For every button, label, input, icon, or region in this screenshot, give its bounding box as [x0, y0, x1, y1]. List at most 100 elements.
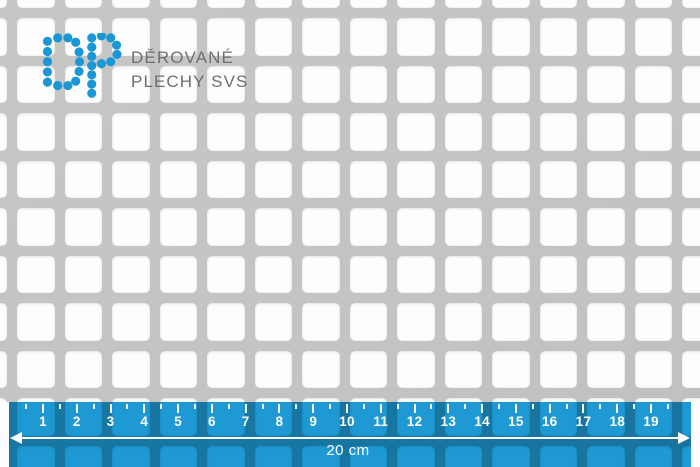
- sheet-hole: [0, 113, 7, 151]
- sheet-hole: [0, 65, 7, 103]
- ruler-tick-minor: [126, 404, 129, 409]
- sheet-hole: [17, 160, 55, 198]
- ruler-number: 18: [609, 414, 626, 429]
- ruler-number: 15: [508, 414, 524, 429]
- ruler-number: 19: [643, 414, 659, 429]
- sheet-hole: [539, 208, 577, 246]
- sheet-hole: [302, 65, 340, 103]
- ruler-length-label: 20 cm: [326, 442, 370, 459]
- sheet-hole: [254, 113, 292, 151]
- ruler-number: 2: [72, 414, 81, 429]
- sheet-hole: [112, 160, 150, 198]
- ruler-number: 6: [207, 414, 216, 429]
- sheet-hole: [397, 208, 435, 246]
- sheet-hole: [682, 160, 700, 198]
- sheet-hole: [397, 350, 435, 388]
- sheet-hole: [587, 65, 625, 103]
- sheet-hole: [539, 350, 577, 388]
- brand-name-line2: PLECHY SVS: [131, 72, 249, 91]
- sheet-hole: [587, 113, 625, 151]
- sheet-hole: [17, 113, 55, 151]
- sheet-hole: [634, 303, 672, 341]
- sheet-hole: [207, 208, 245, 246]
- brand-name: DĚROVANÉ PLECHY SVS: [131, 46, 248, 105]
- sheet-hole: [444, 208, 482, 246]
- ruler-scale: 20 cm 1 2 3 4 5 6 7 8 9 10 11 12 13 14 15 16 17 18 19: [9, 402, 691, 467]
- sheet-hole: [682, 65, 700, 103]
- ruler-tick-minor: [58, 404, 61, 409]
- ruler-tick-major: [278, 404, 281, 413]
- ruler-tick-minor: [194, 404, 196, 409]
- sheet-hole: [0, 255, 7, 293]
- sheet-hole: [254, 65, 292, 103]
- ruler-number: 10: [339, 414, 355, 429]
- ruler-tick-minor: [227, 404, 230, 409]
- ruler-tick-major: [42, 404, 44, 413]
- ruler-tick-major: [447, 404, 450, 413]
- sheet-hole: [17, 208, 55, 246]
- ruler-number: 11: [373, 414, 389, 429]
- sheet-hole: [634, 160, 672, 198]
- sheet-hole: [302, 113, 340, 151]
- sheet-hole: [492, 350, 530, 388]
- sheet-hole: [112, 350, 150, 388]
- ruler-arrow-line: [10, 432, 690, 444]
- sheet-hole: [64, 350, 102, 388]
- sheet-hole: [634, 0, 672, 8]
- sheet-hole: [587, 303, 625, 341]
- sheet-hole: [634, 113, 672, 151]
- sheet-hole: [349, 160, 387, 198]
- sheet-hole: [682, 18, 700, 56]
- ruler-tick-major: [312, 404, 315, 413]
- sheet-hole: [397, 65, 435, 103]
- sheet-hole: [492, 255, 530, 293]
- sheet-hole: [539, 113, 577, 151]
- sheet-hole: [254, 303, 292, 341]
- sheet-hole: [634, 18, 672, 56]
- sheet-hole: [0, 0, 7, 8]
- sheet-hole: [492, 65, 530, 103]
- sheet-hole: [302, 303, 340, 341]
- sheet-hole: [682, 0, 700, 8]
- ruler-number: 5: [174, 414, 183, 429]
- ruler-number: 7: [241, 414, 250, 429]
- sheet-hole: [112, 303, 150, 341]
- ruler-tick-minor: [396, 404, 399, 409]
- ruler-tick-minor: [430, 404, 433, 409]
- sheet-hole: [159, 303, 197, 341]
- ruler-number: 17: [575, 414, 592, 429]
- sheet-hole: [587, 208, 625, 246]
- sheet-hole: [492, 18, 530, 56]
- sheet-hole: [302, 0, 340, 8]
- ruler-number: 16: [541, 414, 558, 429]
- sheet-hole: [397, 113, 435, 151]
- sheet-hole: [539, 65, 577, 103]
- sheet-hole: [159, 65, 197, 103]
- ruler-tick-minor: [666, 404, 669, 409]
- sheet-hole: [587, 0, 625, 8]
- sheet-hole: [682, 303, 700, 341]
- sheet-hole: [634, 255, 672, 293]
- sheet-hole: [207, 0, 245, 8]
- sheet-hole: [444, 255, 482, 293]
- ruler-tick-major: [616, 404, 619, 413]
- sheet-hole: [682, 350, 700, 388]
- sheet-hole: [17, 303, 55, 341]
- ruler-tick-minor: [599, 404, 602, 409]
- sheet-hole: [492, 160, 530, 198]
- sheet-hole: [397, 160, 435, 198]
- ruler-tick-major: [143, 404, 146, 413]
- ruler-tick-major: [413, 404, 416, 413]
- ruler-tick-major: [346, 404, 349, 413]
- ruler-tick-major: [379, 404, 382, 413]
- sheet-hole: [64, 208, 102, 246]
- ruler-tick-minor: [261, 404, 264, 409]
- sheet-hole: [492, 0, 530, 8]
- ruler-left-margin: [0, 402, 9, 467]
- sheet-hole: [349, 0, 387, 8]
- ruler-number: 1: [39, 414, 47, 429]
- sheet-hole: [492, 303, 530, 341]
- ruler-tick-minor: [531, 404, 534, 409]
- sheet-hole: [634, 208, 672, 246]
